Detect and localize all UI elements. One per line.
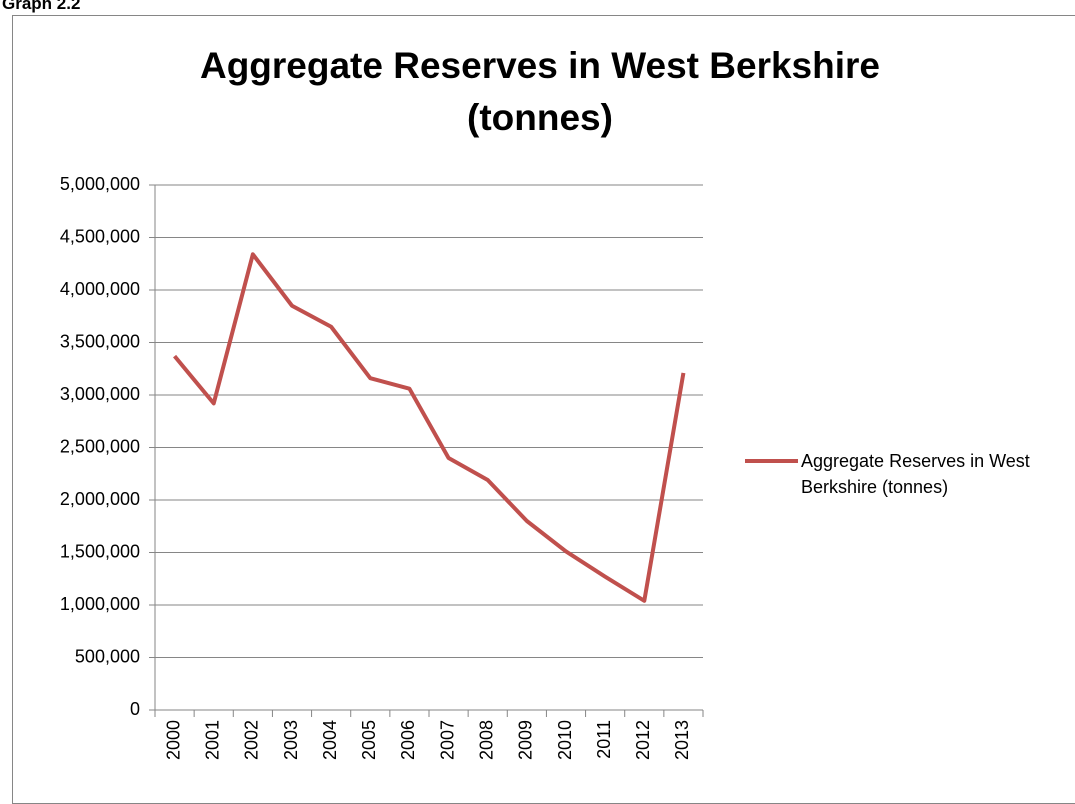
x-tick-label: 2010 xyxy=(555,720,575,760)
x-tick-label: 2009 xyxy=(516,720,536,760)
x-tick-label: 2001 xyxy=(202,720,222,760)
y-tick-label: 1,000,000 xyxy=(60,594,140,614)
y-tick-label: 2,000,000 xyxy=(60,489,140,509)
legend-label: Aggregate Reserves in West Berkshire (to… xyxy=(801,451,1030,497)
y-tick-label: 3,500,000 xyxy=(60,331,140,351)
y-tick-label: 2,500,000 xyxy=(60,436,140,456)
y-tick-label: 500,000 xyxy=(75,646,140,666)
data-line xyxy=(173,252,686,603)
x-tick-label: 2000 xyxy=(163,720,183,760)
x-tick-label: 2012 xyxy=(633,720,653,760)
chart-title: Aggregate Reserves in West Berkshire (to… xyxy=(199,45,880,138)
x-tick-label: 2008 xyxy=(476,720,496,760)
x-tick-label: 2005 xyxy=(359,720,379,760)
x-tick-label: 2006 xyxy=(398,720,418,760)
y-tick-label: 1,500,000 xyxy=(60,541,140,561)
x-tick-label: 2011 xyxy=(594,720,614,759)
y-tick-label: 4,500,000 xyxy=(60,226,140,246)
x-tick-label: 2004 xyxy=(320,720,340,760)
y-tick-label: 5,000,000 xyxy=(60,174,140,194)
x-tick-label: 2007 xyxy=(437,720,457,760)
y-tick-label: 0 xyxy=(130,699,140,719)
x-tick-label: 2013 xyxy=(672,720,692,760)
caption: Graph 2.2 xyxy=(2,0,81,13)
x-tick-label: 2003 xyxy=(281,720,301,760)
y-tick-label: 3,000,000 xyxy=(60,384,140,404)
x-tick-label: 2002 xyxy=(242,720,262,760)
y-tick-label: 4,000,000 xyxy=(60,279,140,299)
